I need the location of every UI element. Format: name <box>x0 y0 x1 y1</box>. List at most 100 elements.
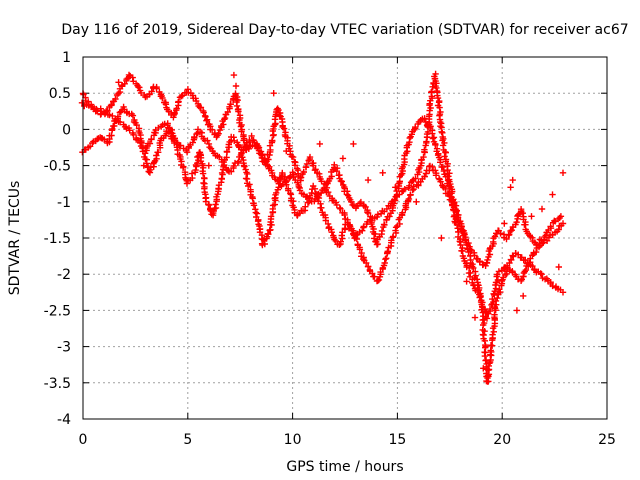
data-point-marker <box>316 140 323 148</box>
data-point-marker <box>508 256 515 264</box>
data-point-marker <box>507 227 514 235</box>
data-point-marker <box>171 135 178 142</box>
y-tick-label: -4 <box>57 412 71 428</box>
data-point-marker <box>362 203 369 211</box>
data-point-marker <box>208 126 216 133</box>
data-point-marker <box>250 202 258 209</box>
data-point-marker <box>390 233 397 240</box>
data-point-marker <box>437 123 444 130</box>
data-point-marker <box>276 112 283 119</box>
marks-layer <box>78 70 567 385</box>
data-point-marker <box>112 95 119 103</box>
data-point-marker <box>462 236 469 243</box>
data-point-marker <box>233 102 241 110</box>
data-point-marker <box>371 273 378 280</box>
data-point-marker <box>154 149 161 156</box>
data-point-marker <box>363 259 370 267</box>
y-tick-label: -0.5 <box>44 159 71 175</box>
data-point-marker <box>140 162 147 169</box>
data-point-marker <box>559 220 567 227</box>
data-point-marker <box>507 184 514 191</box>
data-point-marker <box>547 223 554 230</box>
data-point-marker <box>374 211 382 218</box>
data-point-marker <box>495 268 503 275</box>
data-point-marker <box>520 292 527 300</box>
data-point-marker <box>218 175 225 182</box>
data-point-marker <box>434 94 442 102</box>
data-point-marker <box>421 146 428 153</box>
data-point-marker <box>348 198 355 205</box>
data-point-marker <box>549 191 556 198</box>
data-point-marker <box>153 85 160 92</box>
data-point-marker <box>484 256 491 264</box>
y-tick-label: -3 <box>57 340 71 356</box>
data-point-marker <box>238 128 245 135</box>
data-point-marker <box>333 168 340 175</box>
x-axis-label: GPS time / hours <box>286 459 403 475</box>
data-point-marker <box>405 195 413 203</box>
data-point-marker <box>295 183 302 190</box>
data-point-marker <box>528 213 535 220</box>
data-point-marker <box>331 236 338 243</box>
data-point-marker <box>379 169 386 176</box>
data-point-marker <box>106 111 113 119</box>
data-point-marker <box>287 172 294 180</box>
data-point-marker <box>557 213 565 220</box>
data-point-marker <box>532 248 540 256</box>
data-point-marker <box>513 219 520 226</box>
data-point-marker <box>446 170 453 177</box>
y-tick-label: 0 <box>62 122 71 138</box>
data-point-marker <box>437 178 444 185</box>
data-point-marker <box>481 328 488 335</box>
x-tick-label: 20 <box>493 432 511 448</box>
y-tick-label: -1.5 <box>44 231 71 247</box>
data-point-marker <box>429 135 437 142</box>
data-point-marker <box>137 139 144 147</box>
data-point-marker <box>268 137 276 144</box>
data-point-marker <box>378 227 386 235</box>
data-point-marker <box>359 227 366 234</box>
y-tick-label: -3.5 <box>44 376 71 392</box>
y-axis-label: SDTVAR / TECUs <box>7 181 23 296</box>
x-tick-label: 10 <box>284 432 302 448</box>
data-point-marker <box>503 235 510 243</box>
data-point-marker <box>221 114 229 122</box>
data-point-marker <box>476 258 483 266</box>
data-point-marker <box>218 169 226 177</box>
data-point-marker <box>333 201 340 209</box>
data-point-marker <box>471 314 479 321</box>
y-tick-label: 1 <box>62 50 71 66</box>
data-point-marker <box>370 235 378 242</box>
data-point-marker <box>477 298 485 306</box>
data-point-marker <box>372 230 379 238</box>
data-point-marker <box>183 180 191 187</box>
data-point-marker <box>360 256 367 263</box>
data-point-marker <box>146 140 154 147</box>
data-point-marker <box>336 241 343 248</box>
data-point-marker <box>521 268 528 275</box>
data-point-marker <box>386 213 393 220</box>
data-point-marker <box>282 179 289 186</box>
data-point-marker <box>498 277 505 285</box>
data-point-marker <box>255 144 263 151</box>
data-point-marker <box>322 217 329 224</box>
data-point-marker <box>429 163 436 170</box>
data-point-marker <box>317 189 325 197</box>
data-point-marker <box>228 168 235 175</box>
data-point-marker <box>130 131 137 138</box>
data-point-marker <box>188 170 196 177</box>
data-point-marker <box>487 342 495 349</box>
data-point-marker <box>189 139 196 146</box>
y-tick-label: 0.5 <box>49 86 71 102</box>
data-point-marker <box>232 90 239 97</box>
data-point-marker <box>200 109 207 116</box>
y-tick-label: -2.5 <box>44 303 71 319</box>
data-point-marker <box>318 204 325 211</box>
data-point-marker <box>280 125 288 132</box>
data-point-marker <box>470 264 477 272</box>
data-point-marker <box>306 155 313 163</box>
data-point-marker <box>525 263 532 270</box>
data-point-marker <box>407 191 414 198</box>
tick-layer: 0 5 10 15 20 25 1 0.5 0 -0.5 -1 -1.5 -2 -2.5 -3 -3.5 -4 <box>44 50 616 448</box>
data-point-marker <box>155 124 162 132</box>
